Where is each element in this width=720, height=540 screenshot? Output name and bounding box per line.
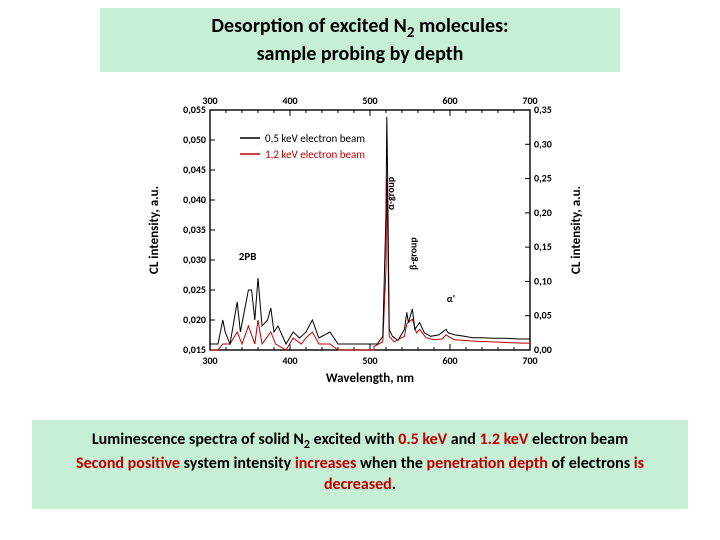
- svg-text:0,10: 0,10: [534, 274, 552, 287]
- svg-text:500: 500: [362, 94, 377, 107]
- caption-line1: Luminescence spectra of solid N2 excited…: [46, 430, 674, 454]
- cap-l2-b: system intensity: [180, 454, 295, 473]
- title-l1-pre: Desorption of excited N: [211, 14, 406, 38]
- svg-text:0,25: 0,25: [534, 172, 552, 185]
- spectrum-chart: 3003004004005005006006007007000,0150,020…: [140, 80, 600, 400]
- caption-box: Luminescence spectra of solid N2 excited…: [32, 420, 688, 509]
- svg-text:600: 600: [442, 94, 457, 107]
- svg-text:0,015: 0,015: [183, 343, 206, 356]
- svg-text:α': α': [447, 292, 455, 305]
- svg-text:0,00: 0,00: [534, 343, 552, 356]
- title-line1: Desorption of excited N2 molecules:: [211, 14, 508, 38]
- svg-text:0,05: 0,05: [534, 309, 552, 322]
- cap-l2-a: Second positive: [76, 454, 180, 473]
- svg-text:CL intensity, a.u.: CL intensity, a.u.: [147, 186, 162, 274]
- svg-text:Wavelength, nm: Wavelength, nm: [326, 371, 414, 386]
- svg-text:2PB: 2PB: [239, 250, 257, 263]
- cap-l2-f: of electrons: [548, 454, 634, 473]
- svg-text:600: 600: [442, 354, 457, 367]
- title-l1-post: molecules:: [414, 14, 508, 38]
- svg-text:0,020: 0,020: [183, 313, 206, 326]
- svg-text:500: 500: [362, 354, 377, 367]
- svg-text:0,055: 0,055: [183, 103, 206, 116]
- cap-l1-e: 1.2 keV: [479, 430, 528, 449]
- cap-l2-d: when the: [356, 454, 426, 473]
- title-box: Desorption of excited N2 molecules: samp…: [100, 8, 620, 72]
- cap-l1-c: 0.5 keV: [398, 430, 447, 449]
- cap-l1-b: excited with: [310, 430, 398, 449]
- svg-text:0,050: 0,050: [183, 133, 206, 146]
- svg-text:0,5 keV electron beam: 0,5 keV electron beam: [265, 132, 365, 145]
- svg-text:0,35: 0,35: [534, 103, 552, 116]
- cap-l1-f: electron beam: [528, 430, 628, 449]
- cap-l2-h: .: [392, 475, 396, 494]
- svg-text:400: 400: [282, 354, 297, 367]
- svg-text:α-group: α-group: [384, 176, 397, 210]
- svg-text:0,20: 0,20: [534, 206, 552, 219]
- svg-text:0,30: 0,30: [534, 137, 552, 150]
- svg-text:400: 400: [282, 94, 297, 107]
- cap-l2-e: penetration depth: [427, 454, 548, 473]
- title-line2: sample probing by depth: [257, 42, 464, 66]
- svg-text:1,2 keV electron beam: 1,2 keV electron beam: [265, 148, 365, 161]
- cap-l2-c: increases: [295, 454, 357, 473]
- svg-text:0,040: 0,040: [183, 193, 206, 206]
- svg-text:0,045: 0,045: [183, 163, 206, 176]
- cap-l1-a: Luminescence spectra of solid N: [92, 430, 304, 449]
- svg-text:0,035: 0,035: [183, 223, 206, 236]
- svg-text:0,030: 0,030: [183, 253, 206, 266]
- svg-text:CL intensity, a.u.: CL intensity, a.u.: [569, 186, 584, 274]
- caption-line2: Second positive system intensity increas…: [46, 454, 674, 496]
- cap-l1-d: and: [447, 430, 479, 449]
- svg-text:0,15: 0,15: [534, 240, 552, 253]
- svg-text:β-group: β-group: [406, 237, 419, 270]
- svg-text:0,025: 0,025: [183, 283, 206, 296]
